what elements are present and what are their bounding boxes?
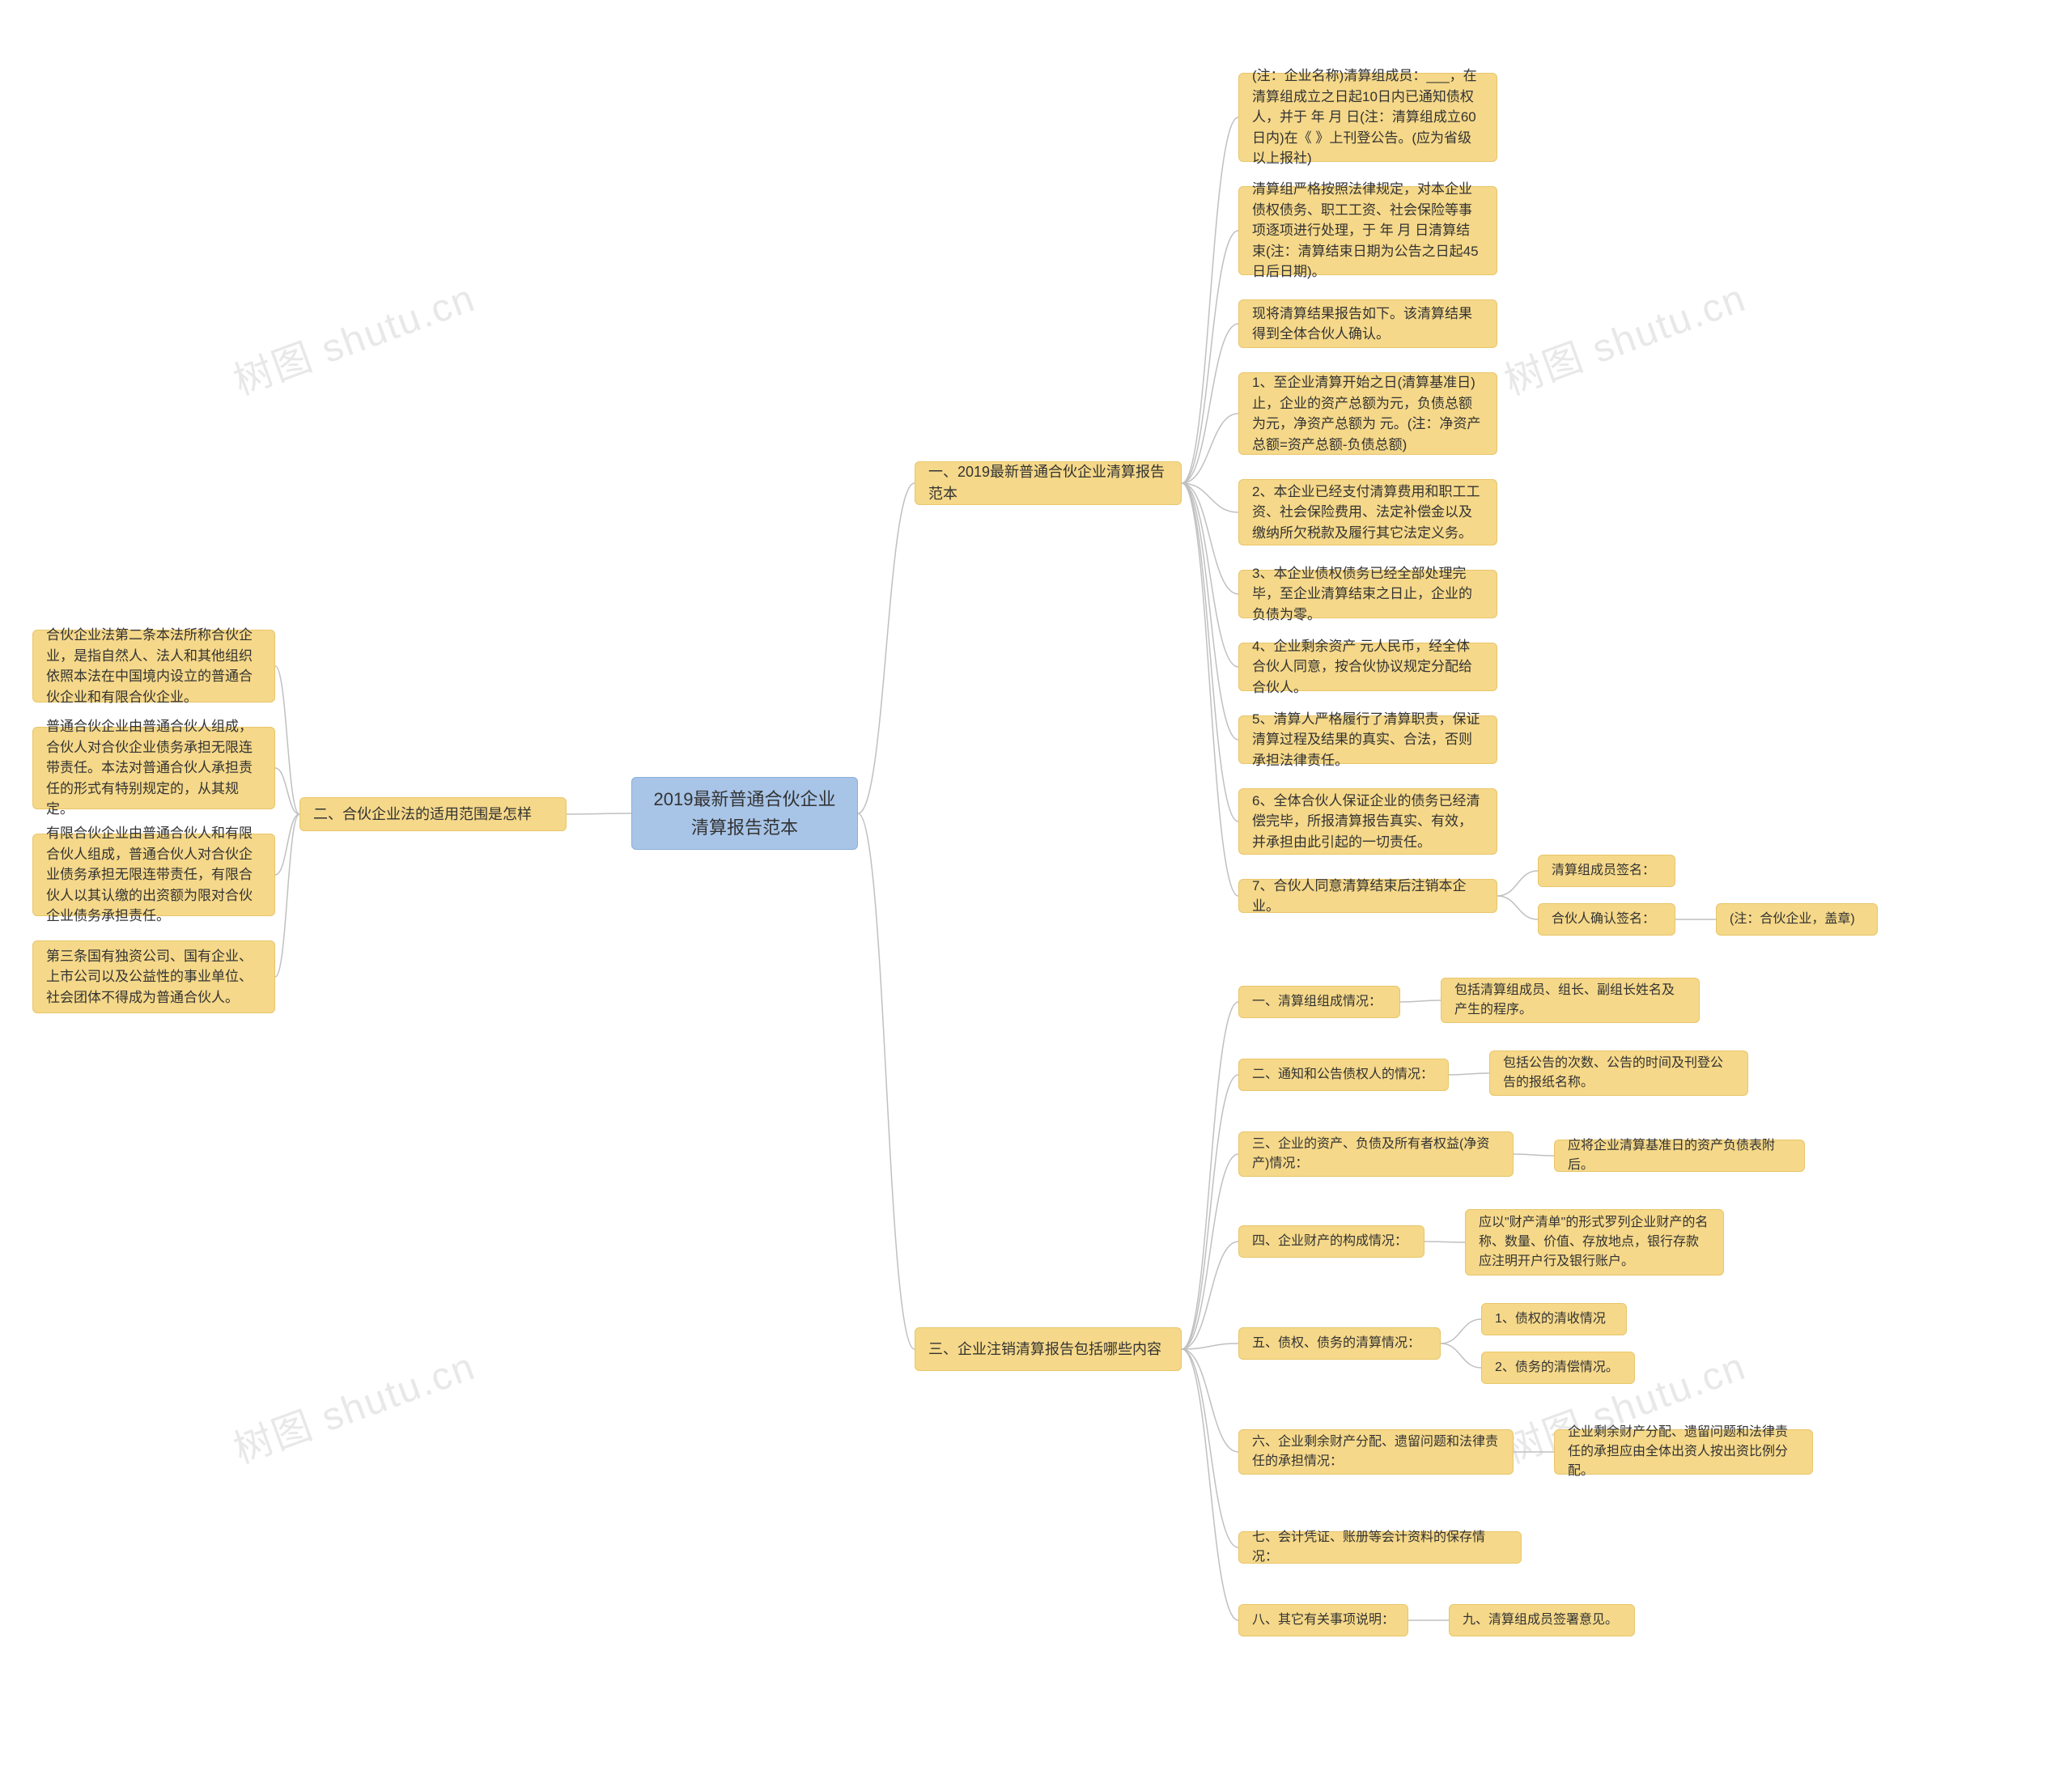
- leaf-label: 有限合伙企业由普通合伙人和有限合伙人组成，普通合伙人对合伙企业债务承担无限连带责…: [46, 823, 261, 927]
- r3-leaf-7[interactable]: 八、其它有关事项说明：: [1238, 1604, 1408, 1636]
- leaf-label: 4、企业剩余资产 元人民币，经全体合伙人同意，按合伙协议规定分配给合伙人。: [1252, 636, 1484, 698]
- leaf-label: 1、债权的清收情况: [1495, 1309, 1606, 1329]
- r3-leaf-2[interactable]: 三、企业的资产、负债及所有者权益(净资产)情况：: [1238, 1131, 1514, 1177]
- r1-leaf-5[interactable]: 3、本企业债权债务已经全部处理完毕，至企业清算结束之日止，企业的负债为零。: [1238, 570, 1497, 618]
- leaf-label: 应将企业清算基准日的资产负债表附后。: [1568, 1136, 1791, 1175]
- r1-leaf-6[interactable]: 4、企业剩余资产 元人民币，经全体合伙人同意，按合伙协议规定分配给合伙人。: [1238, 643, 1497, 691]
- leaf-label: 合伙人确认签名：: [1552, 910, 1655, 929]
- leaf-label: 六、企业剩余财产分配、遗留问题和法律责任的承担情况：: [1252, 1433, 1500, 1471]
- leaf-label: 2、本企业已经支付清算费用和职工工资、社会保险费用、法定补偿金以及缴纳所欠税款及…: [1252, 482, 1484, 544]
- r3-leaf-2-sub[interactable]: 应将企业清算基准日的资产负债表附后。: [1554, 1140, 1805, 1172]
- left-leaf-3[interactable]: 第三条国有独资公司、国有企业、上市公司以及公益性的事业单位、社会团体不得成为普通…: [32, 940, 275, 1013]
- leaf-label: 企业剩余财产分配、遗留问题和法律责任的承担应由全体出资人按出资比例分配。: [1568, 1423, 1799, 1481]
- r3-leaf-4-sub-0[interactable]: 1、债权的清收情况: [1481, 1303, 1627, 1335]
- leaf-label: 应以"财产清单"的形式罗列企业财产的名称、数量、价值、存放地点，银行存款应注明开…: [1479, 1213, 1710, 1271]
- leaf-label: 四、企业财产的构成情况：: [1252, 1232, 1408, 1251]
- leaf-label: 包括清算组成员、组长、副组长姓名及产生的程序。: [1454, 981, 1686, 1020]
- leaf-label: 七、会计凭证、账册等会计资料的保存情况：: [1252, 1528, 1508, 1567]
- branch-label: 二、合伙企业法的适用范围是怎样: [313, 804, 532, 826]
- leaf-label: 一、清算组组成情况：: [1252, 992, 1382, 1012]
- r1-leaf-2[interactable]: 现将清算结果报告如下。该清算结果得到全体合伙人确认。: [1238, 299, 1497, 348]
- branch-label: 三、企业注销清算报告包括哪些内容: [928, 1339, 1161, 1360]
- r3-leaf-3-sub[interactable]: 应以"财产清单"的形式罗列企业财产的名称、数量、价值、存放地点，银行存款应注明开…: [1465, 1209, 1724, 1276]
- r1-leaf-8[interactable]: 6、全体合伙人保证企业的债务已经清偿完毕，所报清算报告真实、有效，并承担由此引起…: [1238, 788, 1497, 855]
- leaf-label: 3、本企业债权债务已经全部处理完毕，至企业清算结束之日止，企业的负债为零。: [1252, 563, 1484, 626]
- r3-leaf-5-sub[interactable]: 企业剩余财产分配、遗留问题和法律责任的承担应由全体出资人按出资比例分配。: [1554, 1429, 1813, 1475]
- root-label: 2019最新普通合伙企业清算报告范本: [645, 785, 844, 842]
- leaf-label: 2、债务的清偿情况。: [1495, 1358, 1619, 1377]
- r1-leaf-4[interactable]: 2、本企业已经支付清算费用和职工工资、社会保险费用、法定补偿金以及缴纳所欠税款及…: [1238, 479, 1497, 545]
- r1-leaf-9-sub-1[interactable]: 合伙人确认签名：: [1538, 903, 1675, 936]
- r1-leaf-7[interactable]: 5、清算人严格履行了清算职责，保证清算过程及结果的真实、合法，否则承担法律责任。: [1238, 715, 1497, 764]
- branch-label: 一、2019最新普通合伙企业清算报告范本: [928, 461, 1168, 505]
- r1-leaf-3[interactable]: 1、至企业清算开始之日(清算基准日)止，企业的资产总额为元，负债总额为元，净资产…: [1238, 372, 1497, 455]
- leaf-label: 九、清算组成员签署意见。: [1463, 1611, 1618, 1630]
- leaf-label: 八、其它有关事项说明：: [1252, 1611, 1395, 1630]
- mindmap-root[interactable]: 2019最新普通合伙企业清算报告范本: [631, 777, 858, 850]
- leaf-label: 包括公告的次数、公告的时间及刊登公告的报纸名称。: [1503, 1054, 1734, 1093]
- left-leaf-0[interactable]: 合伙企业法第二条本法所称合伙企业，是指自然人、法人和其他组织依照本法在中国境内设…: [32, 630, 275, 702]
- r1-leaf-1[interactable]: 清算组严格按照法律规定，对本企业债权债务、职工工资、社会保险等事项逐项进行处理，…: [1238, 186, 1497, 275]
- branch-right-3[interactable]: 三、企业注销清算报告包括哪些内容: [915, 1327, 1182, 1371]
- leaf-label: 5、清算人严格履行了清算职责，保证清算过程及结果的真实、合法，否则承担法律责任。: [1252, 709, 1484, 771]
- leaf-label: 三、企业的资产、负债及所有者权益(净资产)情况：: [1252, 1135, 1500, 1174]
- branch-left[interactable]: 二、合伙企业法的适用范围是怎样: [299, 797, 567, 831]
- r3-leaf-7-sub[interactable]: 九、清算组成员签署意见。: [1449, 1604, 1635, 1636]
- watermark: 树图 shutu.cn: [224, 266, 482, 406]
- watermark: 树图 shutu.cn: [1495, 266, 1752, 406]
- leaf-label: 7、合伙人同意清算结束后注销本企业。: [1252, 876, 1484, 917]
- watermark: 树图 shutu.cn: [224, 1335, 482, 1475]
- r3-leaf-0[interactable]: 一、清算组组成情况：: [1238, 986, 1400, 1018]
- r3-leaf-5[interactable]: 六、企业剩余财产分配、遗留问题和法律责任的承担情况：: [1238, 1429, 1514, 1475]
- leaf-label: 普通合伙企业由普通合伙人组成，合伙人对合伙企业债务承担无限连带责任。本法对普通合…: [46, 716, 261, 820]
- r3-leaf-4[interactable]: 五、债权、债务的清算情况：: [1238, 1327, 1441, 1360]
- r1-leaf-9[interactable]: 7、合伙人同意清算结束后注销本企业。: [1238, 879, 1497, 913]
- leaf-label: (注：企业名称)清算组成员：___，在清算组成立之日起10日内已通知债权人，并于…: [1252, 66, 1484, 169]
- r3-leaf-4-sub-1[interactable]: 2、债务的清偿情况。: [1481, 1352, 1635, 1384]
- leaf-label: 第三条国有独资公司、国有企业、上市公司以及公益性的事业单位、社会团体不得成为普通…: [46, 946, 261, 1008]
- r1-leaf-9-sub-0[interactable]: 清算组成员签名：: [1538, 855, 1675, 887]
- leaf-label: 清算组严格按照法律规定，对本企业债权债务、职工工资、社会保险等事项逐项进行处理，…: [1252, 179, 1484, 282]
- leaf-label: (注：合伙企业，盖章): [1730, 910, 1855, 929]
- leaf-label: 二、通知和公告债权人的情况：: [1252, 1065, 1433, 1085]
- leaf-label: 合伙企业法第二条本法所称合伙企业，是指自然人、法人和其他组织依照本法在中国境内设…: [46, 625, 261, 707]
- left-leaf-1[interactable]: 普通合伙企业由普通合伙人组成，合伙人对合伙企业债务承担无限连带责任。本法对普通合…: [32, 727, 275, 809]
- r3-leaf-0-sub[interactable]: 包括清算组成员、组长、副组长姓名及产生的程序。: [1441, 978, 1700, 1023]
- mindmap-connectors: [0, 0, 2072, 1787]
- r3-leaf-3[interactable]: 四、企业财产的构成情况：: [1238, 1225, 1424, 1258]
- r3-leaf-6[interactable]: 七、会计凭证、账册等会计资料的保存情况：: [1238, 1531, 1522, 1564]
- leaf-label: 1、至企业清算开始之日(清算基准日)止，企业的资产总额为元，负债总额为元，净资产…: [1252, 372, 1484, 455]
- branch-right-1[interactable]: 一、2019最新普通合伙企业清算报告范本: [915, 461, 1182, 505]
- r3-leaf-1-sub[interactable]: 包括公告的次数、公告的时间及刊登公告的报纸名称。: [1489, 1051, 1748, 1096]
- leaf-label: 清算组成员签名：: [1552, 861, 1655, 881]
- r1-leaf-9-sub-1-sub[interactable]: (注：合伙企业，盖章): [1716, 903, 1878, 936]
- r1-leaf-0[interactable]: (注：企业名称)清算组成员：___，在清算组成立之日起10日内已通知债权人，并于…: [1238, 73, 1497, 162]
- leaf-label: 6、全体合伙人保证企业的债务已经清偿完毕，所报清算报告真实、有效，并承担由此引起…: [1252, 791, 1484, 853]
- r3-leaf-1[interactable]: 二、通知和公告债权人的情况：: [1238, 1059, 1449, 1091]
- leaf-label: 五、债权、债务的清算情况：: [1252, 1334, 1420, 1353]
- left-leaf-2[interactable]: 有限合伙企业由普通合伙人和有限合伙人组成，普通合伙人对合伙企业债务承担无限连带责…: [32, 834, 275, 916]
- leaf-label: 现将清算结果报告如下。该清算结果得到全体合伙人确认。: [1252, 303, 1484, 345]
